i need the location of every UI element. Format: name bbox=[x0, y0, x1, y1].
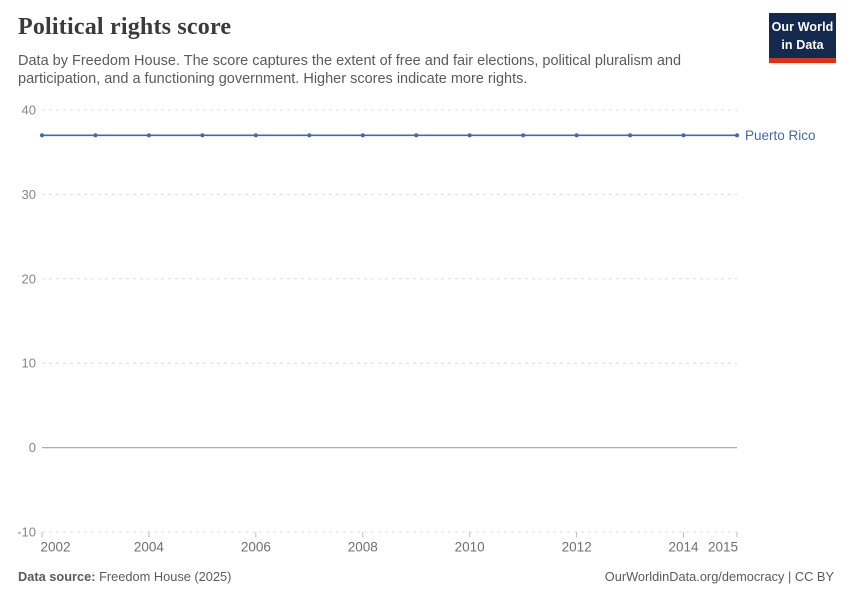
x-tick-label: 2015 bbox=[708, 540, 738, 555]
x-tick-label: 2010 bbox=[455, 540, 485, 555]
y-tick-label: -10 bbox=[17, 525, 36, 540]
owid-logo-text: Our World in Data bbox=[771, 20, 834, 52]
chart-canvas: -10 0 10 20 30 40 2002 2004 2006 2008 2010 2012 2014… bbox=[17, 103, 816, 555]
x-tick-label: 2006 bbox=[241, 540, 271, 555]
data-point[interactable] bbox=[146, 133, 152, 138]
x-tick-label: 2012 bbox=[562, 540, 592, 555]
data-point[interactable] bbox=[627, 133, 633, 138]
data-source: Data source: Freedom House (2025) bbox=[18, 569, 231, 584]
y-tick-label: 20 bbox=[22, 271, 36, 286]
data-point[interactable] bbox=[681, 133, 686, 138]
x-tick-label: 2008 bbox=[348, 540, 378, 555]
x-tick-label: 2014 bbox=[669, 540, 700, 555]
x-tick-label: 2002 bbox=[41, 540, 71, 555]
y-tick-label: 10 bbox=[22, 356, 36, 371]
owid-logo[interactable]: Our World in Data bbox=[769, 13, 836, 63]
data-point[interactable] bbox=[414, 133, 419, 138]
chart-footer: Data source: Freedom House (2025) OurWor… bbox=[18, 569, 834, 584]
page-title: Political rights score bbox=[18, 14, 232, 40]
y-tick-label: 40 bbox=[22, 103, 36, 118]
x-tick-label: 2004 bbox=[134, 540, 165, 555]
data-point[interactable] bbox=[574, 133, 579, 138]
data-point[interactable] bbox=[200, 133, 205, 138]
data-point[interactable] bbox=[93, 133, 98, 138]
data-point[interactable] bbox=[360, 133, 365, 138]
data-source-label: Data source: bbox=[18, 569, 96, 584]
data-point[interactable] bbox=[307, 133, 312, 138]
y-tick-label: 0 bbox=[29, 440, 36, 455]
data-point[interactable] bbox=[253, 133, 258, 138]
data-point[interactable] bbox=[734, 133, 740, 138]
data-point[interactable] bbox=[39, 133, 45, 138]
line-chart: -10 0 10 20 30 40 2002 2004 2006 2008 2010 2012 2014… bbox=[0, 95, 850, 565]
y-tick-label: 30 bbox=[22, 187, 36, 202]
data-point[interactable] bbox=[467, 133, 472, 138]
series-label[interactable]: Puerto Rico bbox=[745, 128, 816, 143]
data-point[interactable] bbox=[521, 133, 526, 138]
credit-link[interactable]: OurWorldinData.org/democracy | CC BY bbox=[604, 569, 834, 584]
data-source-value: Freedom House (2025) bbox=[95, 569, 232, 584]
chart-subtitle: Data by Freedom House. The score capture… bbox=[18, 53, 682, 88]
